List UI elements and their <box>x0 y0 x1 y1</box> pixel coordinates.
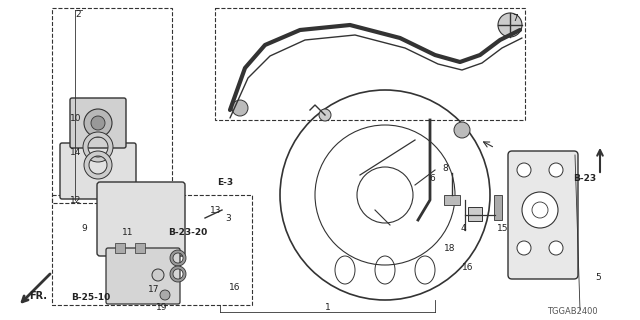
Text: 7: 7 <box>512 13 518 22</box>
Text: 18: 18 <box>444 244 456 252</box>
Bar <box>468 207 482 221</box>
Text: 13: 13 <box>211 205 221 214</box>
Circle shape <box>549 163 563 177</box>
Bar <box>444 195 460 205</box>
Circle shape <box>454 122 470 138</box>
Text: 11: 11 <box>122 228 134 236</box>
FancyBboxPatch shape <box>508 151 578 279</box>
Circle shape <box>91 116 105 130</box>
Text: 1: 1 <box>325 303 331 313</box>
Circle shape <box>498 13 522 37</box>
Circle shape <box>160 290 170 300</box>
FancyBboxPatch shape <box>106 248 180 304</box>
Text: 8: 8 <box>442 164 448 172</box>
FancyBboxPatch shape <box>70 98 126 148</box>
Text: 4: 4 <box>460 223 466 233</box>
Text: 14: 14 <box>70 148 82 156</box>
Text: 2: 2 <box>75 10 81 19</box>
Text: FR.: FR. <box>29 291 47 301</box>
Circle shape <box>522 192 558 228</box>
Circle shape <box>152 269 164 281</box>
Text: B-23: B-23 <box>573 173 596 182</box>
Text: 12: 12 <box>70 196 82 204</box>
Text: 17: 17 <box>148 285 160 294</box>
Circle shape <box>319 109 331 121</box>
FancyBboxPatch shape <box>60 143 136 199</box>
Bar <box>494 195 502 220</box>
Text: 19: 19 <box>156 303 168 313</box>
Circle shape <box>232 100 248 116</box>
Circle shape <box>517 241 531 255</box>
Bar <box>135 243 145 253</box>
Text: 5: 5 <box>595 274 601 283</box>
Bar <box>115 243 125 253</box>
Text: B-25-10: B-25-10 <box>72 293 111 302</box>
Text: 10: 10 <box>70 114 82 123</box>
Text: 16: 16 <box>229 284 241 292</box>
Circle shape <box>517 163 531 177</box>
Text: 9: 9 <box>81 223 87 233</box>
Text: E-3: E-3 <box>217 178 233 187</box>
Circle shape <box>549 241 563 255</box>
Text: TGGAB2400: TGGAB2400 <box>547 308 598 316</box>
FancyBboxPatch shape <box>97 182 185 256</box>
Text: 15: 15 <box>497 223 509 233</box>
Text: 3: 3 <box>225 213 231 222</box>
Text: 16: 16 <box>462 263 474 273</box>
Text: 6: 6 <box>429 173 435 182</box>
Circle shape <box>84 109 112 137</box>
Text: B-23-20: B-23-20 <box>168 228 207 236</box>
